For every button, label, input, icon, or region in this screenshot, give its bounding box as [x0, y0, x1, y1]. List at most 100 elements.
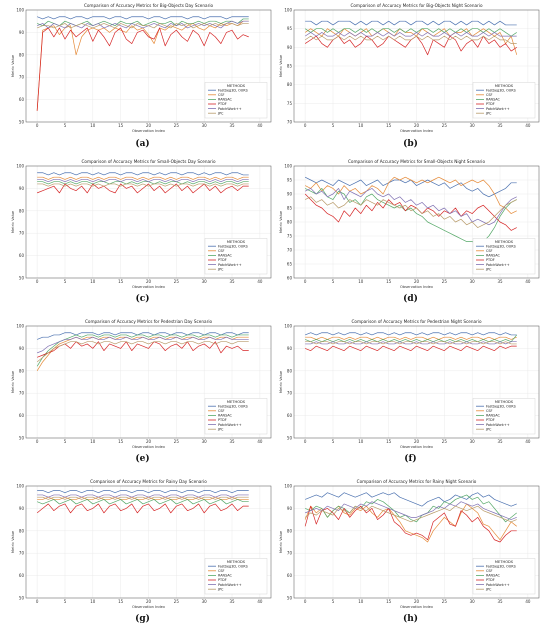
- x-tick-label: 5: [64, 279, 67, 284]
- y-tick-label: 60: [287, 413, 293, 418]
- x-tick-label: 15: [118, 279, 124, 284]
- x-tick-label: 40: [525, 599, 531, 604]
- chart-title: Comparison of Accuracy Metrics for Rainy…: [90, 479, 207, 484]
- series-line-0: [305, 20, 517, 26]
- legend-entry: RANSAC: [486, 254, 501, 258]
- legend-entry: FastSeg3D, OURS: [486, 244, 516, 248]
- x-axis-label: Observation Index: [400, 445, 434, 449]
- legend-entry: PatchWork++: [218, 107, 242, 111]
- x-tick-label: 5: [64, 123, 67, 128]
- series-line-5: [36, 341, 249, 363]
- legend-entry: CSF: [218, 93, 225, 97]
- legend-entry: CSF: [486, 249, 493, 253]
- legend-entry: FastSeg3D, OURS: [218, 244, 248, 248]
- legend-entry: JPC: [217, 111, 224, 115]
- chart-title: Comparison of Accuracy Metrics for Small…: [81, 159, 215, 164]
- series-line-2: [37, 499, 249, 505]
- legend-entry: PatchWork++: [218, 583, 242, 587]
- y-tick-label: 70: [19, 231, 25, 236]
- x-tick-label: 25: [174, 439, 180, 444]
- legend-box: [472, 82, 536, 119]
- x-axis-label: Observation Index: [132, 129, 166, 133]
- x-tick-label: 25: [442, 439, 448, 444]
- y-tick-label: 50: [19, 276, 25, 281]
- x-tick-label: 30: [202, 279, 208, 284]
- y-tick-label: 90: [19, 506, 25, 511]
- series-line-3: [304, 505, 517, 543]
- series-line-1: [37, 176, 249, 180]
- chart-d: Comparison of Accuracy Metrics for Small…: [279, 159, 540, 304]
- y-tick-label: 85: [287, 206, 293, 211]
- x-tick-label: 20: [414, 599, 420, 604]
- series-line-5: [305, 341, 517, 345]
- y-tick-label: 50: [287, 436, 293, 441]
- y-tick-label: 80: [19, 208, 25, 213]
- x-tick-label: 0: [36, 599, 39, 604]
- series-line-0: [37, 16, 249, 20]
- legend-entry: JPC: [217, 267, 224, 271]
- x-tick-label: 35: [497, 279, 503, 284]
- x-tick-label: 5: [64, 439, 67, 444]
- plot-area-frame: [25, 9, 272, 123]
- y-axis-label: Metric Value: [279, 530, 283, 553]
- series-line-0: [305, 492, 517, 507]
- x-tick-label: 25: [442, 123, 448, 128]
- x-tick-label: 15: [118, 439, 124, 444]
- series-line-1: [37, 496, 249, 500]
- y-tick-label: 70: [287, 248, 293, 253]
- subfigure-caption: (g): [135, 613, 150, 624]
- x-tick-label: 35: [229, 123, 235, 128]
- y-tick-label: 80: [19, 528, 25, 533]
- x-tick-label: 0: [36, 279, 39, 284]
- y-tick-label: 90: [19, 30, 25, 35]
- legend-entry: RANSAC: [486, 574, 501, 578]
- x-tick-label: 30: [202, 123, 208, 128]
- legend-title: METHODS: [227, 84, 246, 88]
- legend-entry: JPC: [485, 427, 492, 431]
- legend-entry: JPC: [485, 587, 492, 591]
- y-tick-label: 80: [287, 82, 293, 87]
- legend-entry: PatchWork++: [218, 423, 242, 427]
- y-tick-label: 60: [287, 573, 293, 578]
- x-tick-label: 35: [229, 439, 235, 444]
- x-tick-label: 15: [118, 599, 124, 604]
- x-tick-label: 40: [257, 123, 263, 128]
- subfigure-caption: (b): [403, 138, 418, 149]
- x-tick-label: 25: [174, 279, 180, 284]
- series-line-1: [305, 336, 517, 340]
- subfigure-caption: (a): [135, 138, 149, 149]
- x-tick-label: 5: [332, 279, 335, 284]
- legend-box: [472, 398, 536, 435]
- chart-b: Comparison of Accuracy Metrics for Big-O…: [279, 3, 540, 149]
- x-axis-label: Observation Index: [132, 605, 166, 609]
- y-tick-label: 70: [19, 391, 25, 396]
- legend-title: METHODS: [227, 560, 246, 564]
- series-line-1: [304, 28, 518, 55]
- chart-title: Comparison of Accuracy Metrics for Rainy…: [357, 479, 477, 484]
- x-tick-label: 0: [36, 123, 39, 128]
- series-line-3: [304, 35, 517, 56]
- legend-entry: PTDF: [486, 102, 495, 106]
- series-line-3: [37, 183, 249, 194]
- legend-entry: RANSAC: [486, 414, 501, 418]
- y-tick-label: 50: [287, 596, 293, 601]
- series-line-1: [304, 176, 517, 214]
- x-tick-label: 0: [304, 599, 307, 604]
- x-tick-label: 30: [470, 599, 476, 604]
- x-tick-label: 10: [358, 123, 364, 128]
- series-line-0: [305, 332, 517, 336]
- x-axis-label: Observation Index: [400, 605, 434, 609]
- legend-entry: CSF: [218, 249, 225, 253]
- series-line-2: [305, 494, 517, 523]
- plot-area-frame: [293, 165, 540, 279]
- chart-h: Comparison of Accuracy Metrics for Rainy…: [279, 479, 540, 624]
- chart-title: Comparison of Accuracy Metrics for Big-O…: [84, 3, 214, 8]
- legend-entry: PTDF: [486, 578, 495, 582]
- legend-title: METHODS: [227, 240, 246, 244]
- x-tick-label: 20: [146, 279, 152, 284]
- chart-title: Comparison of Accuracy Metrics for Pedes…: [85, 319, 213, 324]
